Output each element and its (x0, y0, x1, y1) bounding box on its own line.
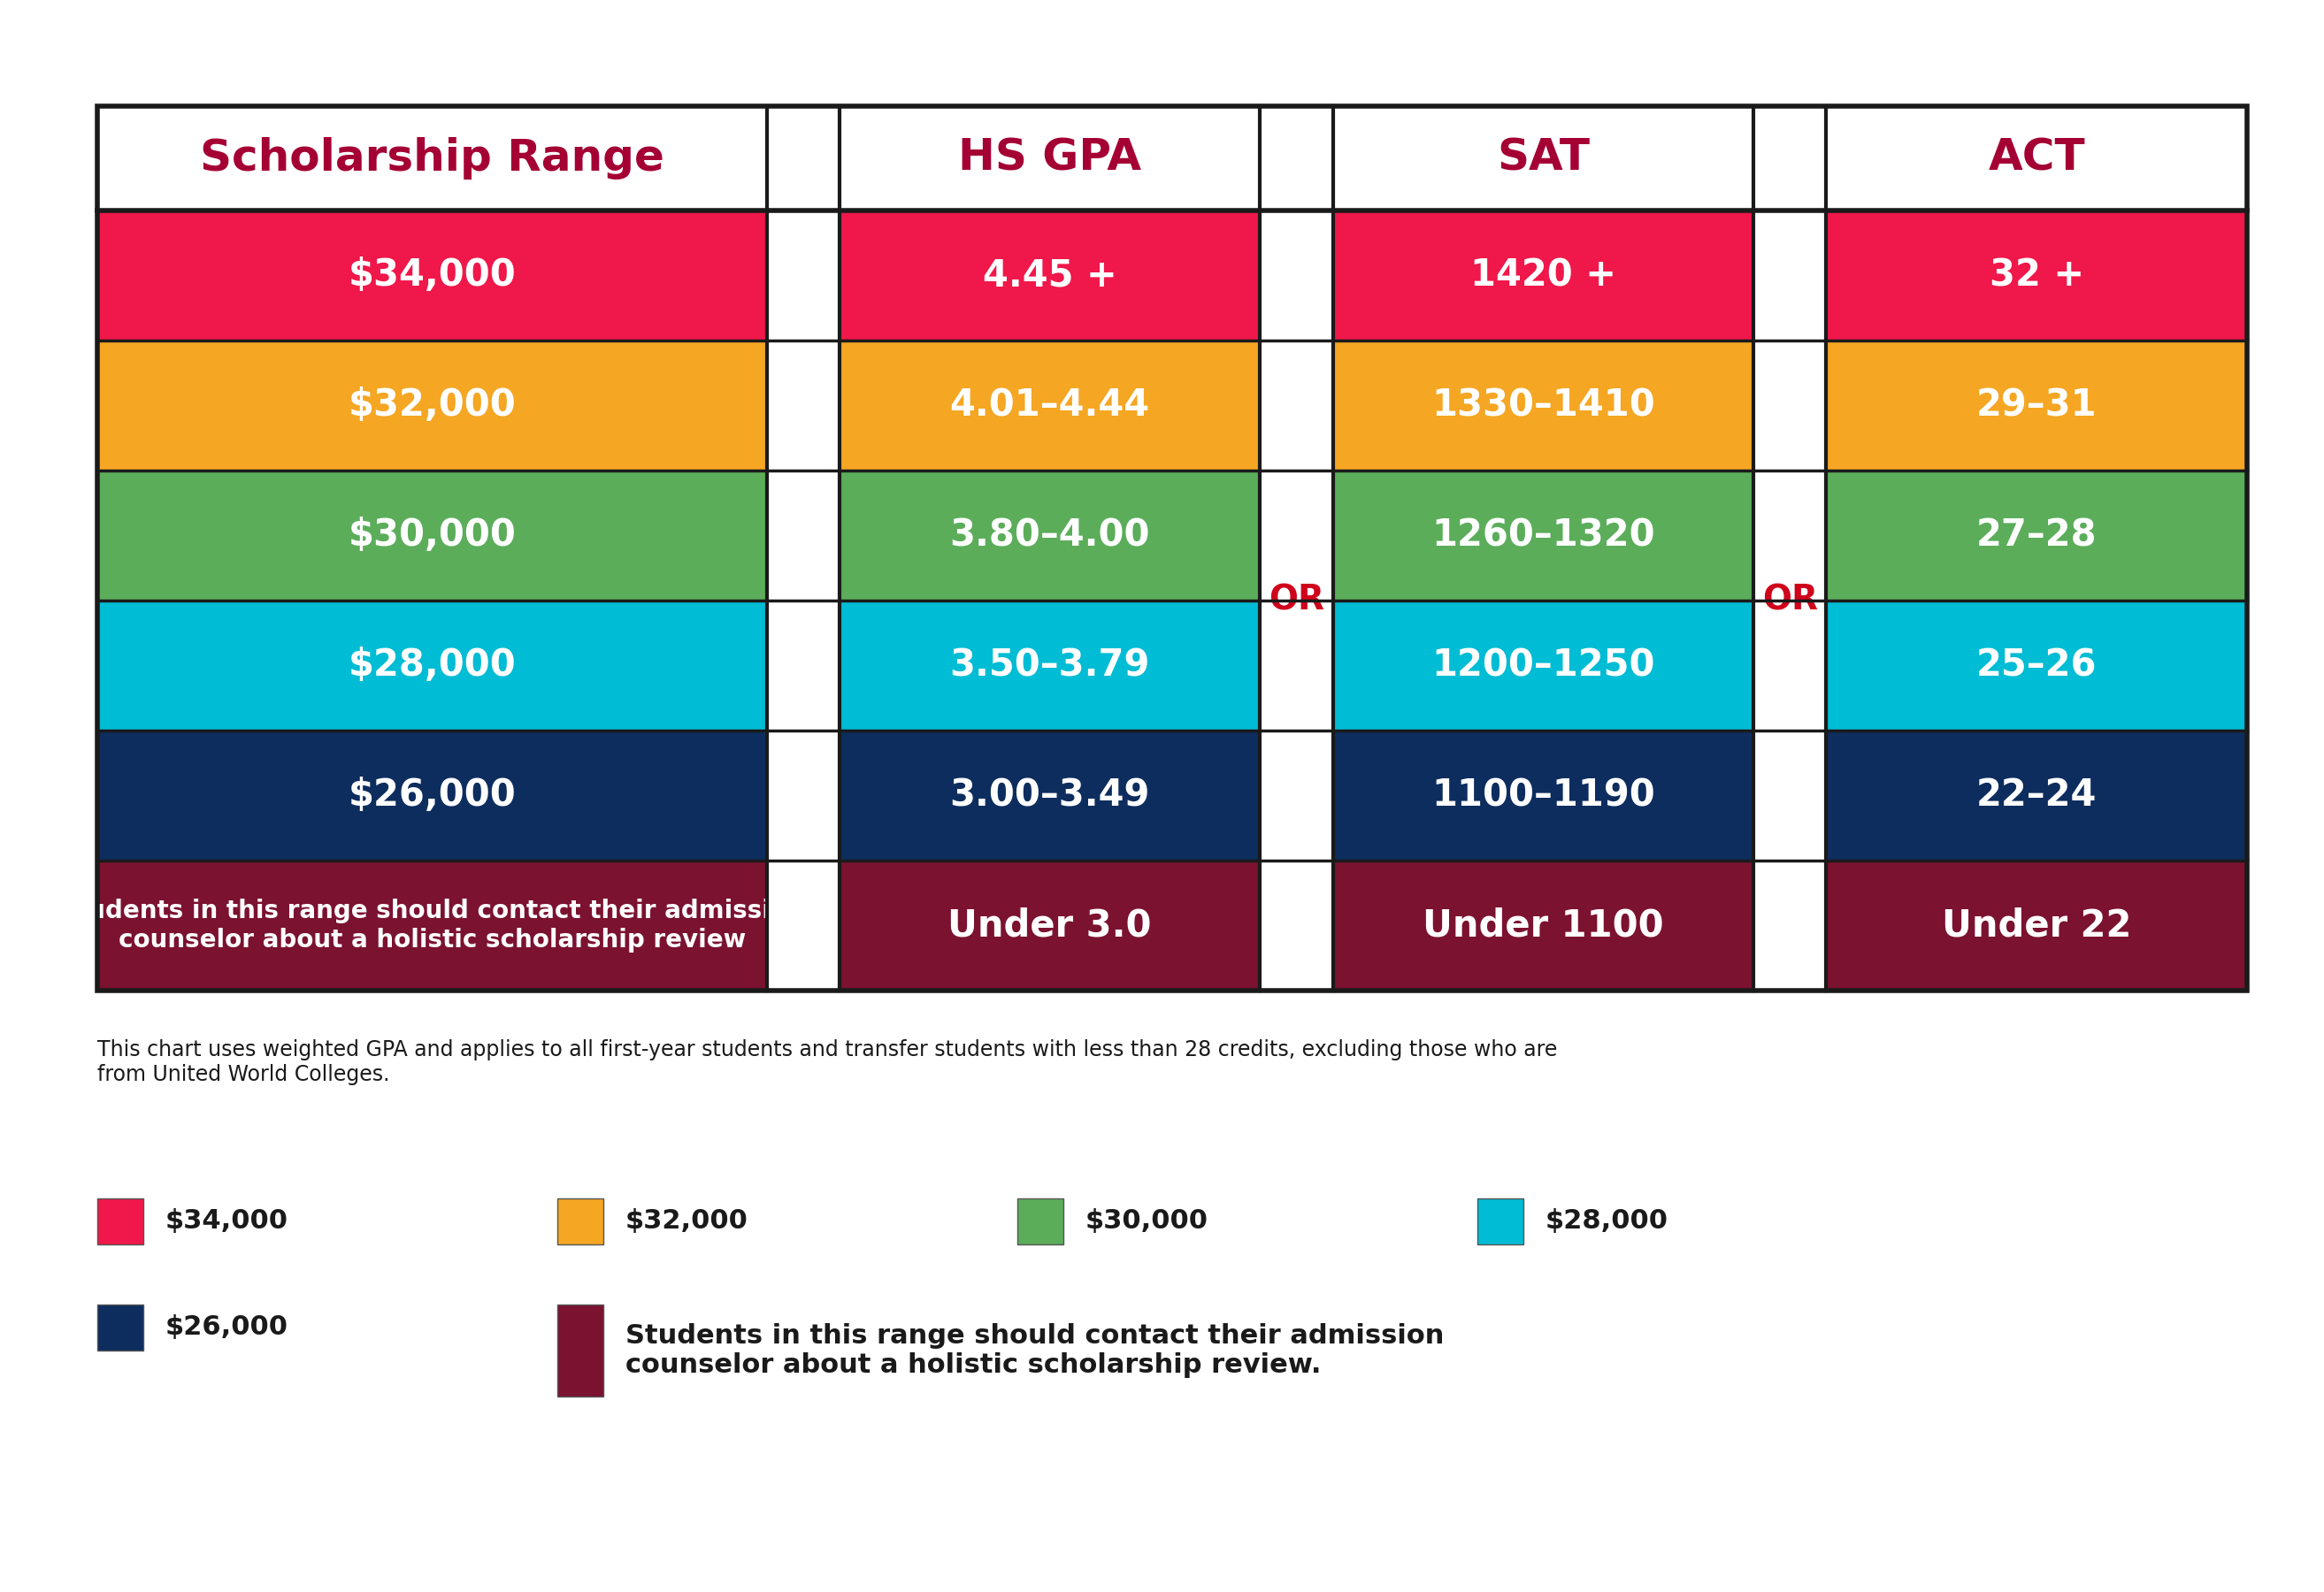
Bar (839, 470, 1260, 600)
Bar (1260, 731, 1334, 861)
Bar (558, 1199, 604, 1245)
Bar (98, 107, 2247, 990)
Text: Under 1100: Under 1100 (1422, 907, 1664, 944)
Text: OR: OR (1762, 584, 1817, 618)
Bar (767, 470, 839, 600)
Bar (1260, 341, 1334, 470)
Bar (98, 470, 767, 600)
Bar (767, 600, 839, 731)
Bar (1334, 600, 1755, 731)
Bar (1478, 1199, 1525, 1245)
Bar (98, 861, 767, 990)
Text: HS GPA: HS GPA (957, 137, 1141, 180)
Bar (767, 107, 839, 210)
Text: Students in this range should contact their admission
counselor about a holistic: Students in this range should contact th… (58, 899, 804, 952)
Text: $26,000: $26,000 (349, 777, 516, 814)
Text: $30,000: $30,000 (1085, 1208, 1208, 1234)
Bar (1755, 341, 1827, 470)
Bar (1827, 731, 2247, 861)
Bar (1827, 107, 2247, 210)
Bar (1260, 210, 1334, 341)
Bar (767, 861, 839, 990)
Bar (1334, 470, 1755, 600)
Text: 1330–1410: 1330–1410 (1432, 387, 1655, 423)
Text: This chart uses weighted GPA and applies to all first-year students and transfer: This chart uses weighted GPA and applies… (98, 1040, 1557, 1086)
Text: $34,000: $34,000 (165, 1208, 288, 1234)
Bar (1755, 107, 1827, 210)
Bar (1827, 600, 2247, 731)
Bar (1334, 210, 1755, 341)
Bar (98, 731, 767, 861)
Bar (839, 731, 1260, 861)
Text: $30,000: $30,000 (349, 517, 516, 554)
Bar (1260, 107, 1334, 210)
Text: Students in this range should contact their admission
counselor about a holistic: Students in this range should contact th… (625, 1323, 1443, 1379)
Text: 27–28: 27–28 (1975, 517, 2096, 554)
Text: 22–24: 22–24 (1975, 777, 2096, 814)
Bar (1827, 210, 2247, 341)
Text: SAT: SAT (1497, 137, 1590, 180)
Text: 3.80–4.00: 3.80–4.00 (951, 517, 1150, 554)
Bar (1334, 107, 1755, 210)
Text: 32 +: 32 + (1989, 256, 2085, 295)
Text: ACT: ACT (1987, 137, 2085, 180)
Text: $26,000: $26,000 (165, 1315, 288, 1340)
Text: Under 22: Under 22 (1943, 907, 2131, 944)
Text: Under 3.0: Under 3.0 (948, 907, 1153, 944)
Text: 1260–1320: 1260–1320 (1432, 517, 1655, 554)
Bar (1260, 861, 1334, 990)
Text: 4.01–4.44: 4.01–4.44 (951, 387, 1150, 423)
Bar (839, 107, 1260, 210)
Bar (1755, 861, 1827, 990)
Bar (98, 600, 767, 731)
Bar (839, 600, 1260, 731)
Bar (767, 210, 839, 341)
Bar (98, 1199, 144, 1245)
Text: Scholarship Range: Scholarship Range (200, 137, 665, 180)
Bar (558, 1304, 604, 1396)
Text: $28,000: $28,000 (1545, 1208, 1669, 1234)
Bar (1827, 861, 2247, 990)
Text: 1100–1190: 1100–1190 (1432, 777, 1655, 814)
Text: 25–26: 25–26 (1975, 646, 2096, 685)
Text: 3.50–3.79: 3.50–3.79 (951, 646, 1150, 685)
Text: $34,000: $34,000 (349, 256, 516, 295)
Bar (767, 341, 839, 470)
Bar (98, 107, 2247, 990)
Text: 3.00–3.49: 3.00–3.49 (951, 777, 1150, 814)
Bar (1334, 341, 1755, 470)
Text: 4.45 +: 4.45 + (983, 256, 1118, 295)
Text: $28,000: $28,000 (349, 646, 516, 685)
Bar (1755, 600, 1827, 731)
Bar (98, 1304, 144, 1350)
Text: 29–31: 29–31 (1975, 387, 2096, 423)
Text: 1200–1250: 1200–1250 (1432, 646, 1655, 685)
Bar (1755, 210, 1827, 341)
Bar (767, 731, 839, 861)
Text: $32,000: $32,000 (349, 387, 516, 423)
Bar (1334, 861, 1755, 990)
Bar (1260, 600, 1334, 731)
Bar (1827, 470, 2247, 600)
Bar (1755, 731, 1827, 861)
Bar (1018, 1199, 1064, 1245)
Text: $32,000: $32,000 (625, 1208, 748, 1234)
Bar (1334, 731, 1755, 861)
Bar (1260, 470, 1334, 600)
Bar (1827, 341, 2247, 470)
Bar (98, 341, 767, 470)
Text: OR: OR (1269, 584, 1325, 618)
Bar (98, 107, 767, 210)
Bar (98, 210, 767, 341)
Text: 1420 +: 1420 + (1471, 256, 1615, 295)
Bar (1755, 470, 1827, 600)
Bar (839, 861, 1260, 990)
Bar (839, 341, 1260, 470)
Bar (839, 210, 1260, 341)
